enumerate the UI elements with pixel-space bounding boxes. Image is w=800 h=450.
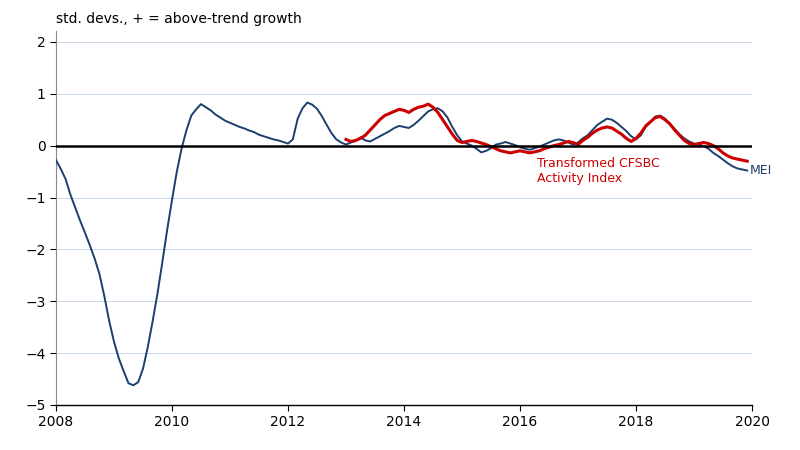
Text: std. devs., + = above-trend growth: std. devs., + = above-trend growth [56,12,302,26]
Text: Transformed CFSBC
Activity Index: Transformed CFSBC Activity Index [538,157,660,185]
Text: MEI: MEI [750,164,772,177]
